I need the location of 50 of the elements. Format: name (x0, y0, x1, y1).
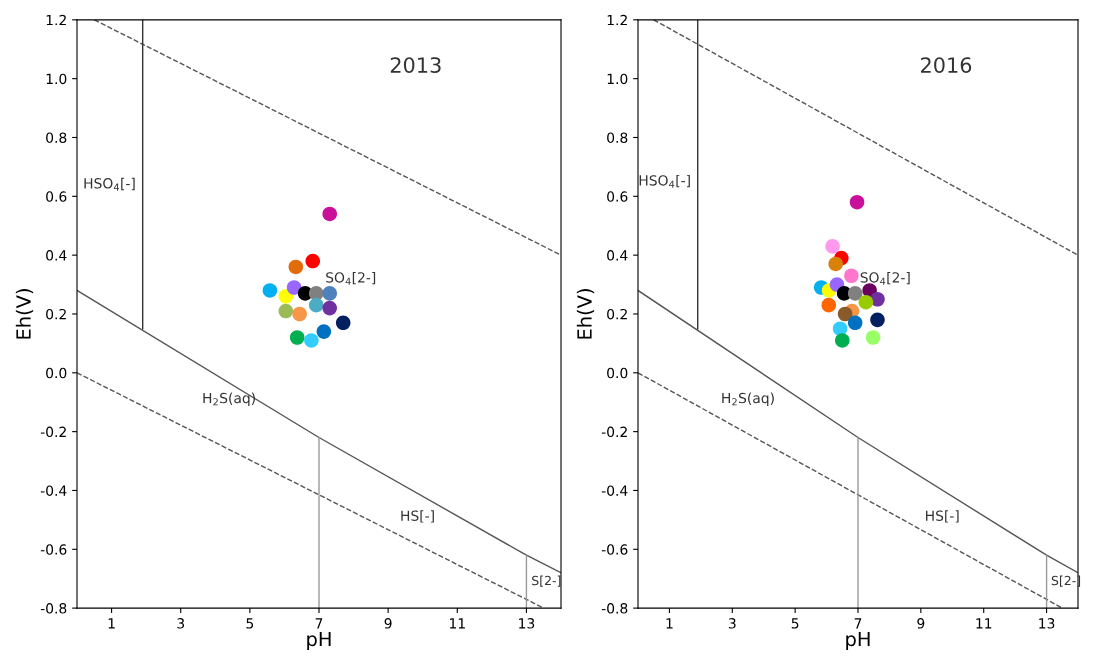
y-tick-label: -0.4 (40, 485, 67, 496)
y-tick-label: 1.0 (607, 73, 628, 85)
annotation: HS[-] (926, 510, 959, 523)
x-tick-label: 5 (791, 618, 799, 629)
y-tick-label: -0.6 (40, 544, 67, 555)
x-axis-title: pH (846, 631, 870, 651)
annotation: HS[-] (401, 510, 434, 523)
y-tick-label: 0.6 (607, 191, 628, 202)
x-axis-title: pH (307, 631, 331, 651)
x-tick-label: 5 (246, 618, 254, 629)
y-tick-label: 1.2 (46, 14, 66, 26)
y-tick-label: 0.4 (607, 250, 628, 261)
y-tick-label: -0.4 (601, 485, 628, 496)
y-tick-label: -0.8 (601, 603, 628, 614)
x-tick-label: 7 (315, 618, 323, 629)
y-tick-label: 0.4 (46, 250, 67, 261)
x-tick-label: 1 (666, 618, 673, 629)
annotation: H$_{2}$S(aq) (203, 392, 255, 406)
y-tick-label: -0.6 (601, 544, 628, 555)
y-tick-label: 0.8 (607, 132, 628, 143)
y-tick-label: 1.0 (46, 73, 67, 85)
x-tick-label: 9 (917, 618, 925, 629)
x-tick-label: 3 (177, 618, 185, 629)
y-tick-label: 0.0 (607, 367, 628, 379)
x-tick-label: 7 (854, 618, 862, 629)
x-tick-label: 1 (108, 618, 115, 629)
annotation: HSO$_{4}$[-] (84, 177, 135, 191)
y-tick-label: 0.2 (607, 308, 627, 320)
x-tick-label: 11 (976, 618, 992, 629)
annotation: H$_{2}$S(aq) (722, 392, 774, 406)
y-tick-label: -0.2 (601, 426, 627, 438)
y-axis-title: Eh(V) (15, 289, 34, 339)
x-tick-label: 9 (384, 618, 392, 629)
y-tick-label: 0.6 (46, 191, 67, 202)
y-tick-label: -0.2 (40, 426, 66, 438)
x-tick-label: 3 (728, 618, 736, 629)
x-tick-label: 11 (449, 618, 465, 629)
x-tick-label: 13 (1039, 618, 1055, 629)
text: 2016 (921, 57, 972, 73)
y-tick-label: 0.0 (46, 367, 67, 379)
y-tick-label: 0.8 (46, 132, 67, 143)
y-tick-label: 0.2 (46, 308, 66, 320)
text: 2013 (390, 57, 441, 73)
y-tick-label: -0.8 (40, 603, 67, 614)
y-axis-title: Eh(V) (576, 289, 595, 339)
annotation: HSO$_{4}$[-] (639, 174, 690, 188)
y-tick-label: 1.2 (607, 14, 627, 26)
annotation: SO$_{4}$[2-] (860, 271, 910, 285)
x-tick-label: 13 (519, 618, 535, 629)
annotation: SO$_{4}$[2-] (326, 271, 376, 285)
